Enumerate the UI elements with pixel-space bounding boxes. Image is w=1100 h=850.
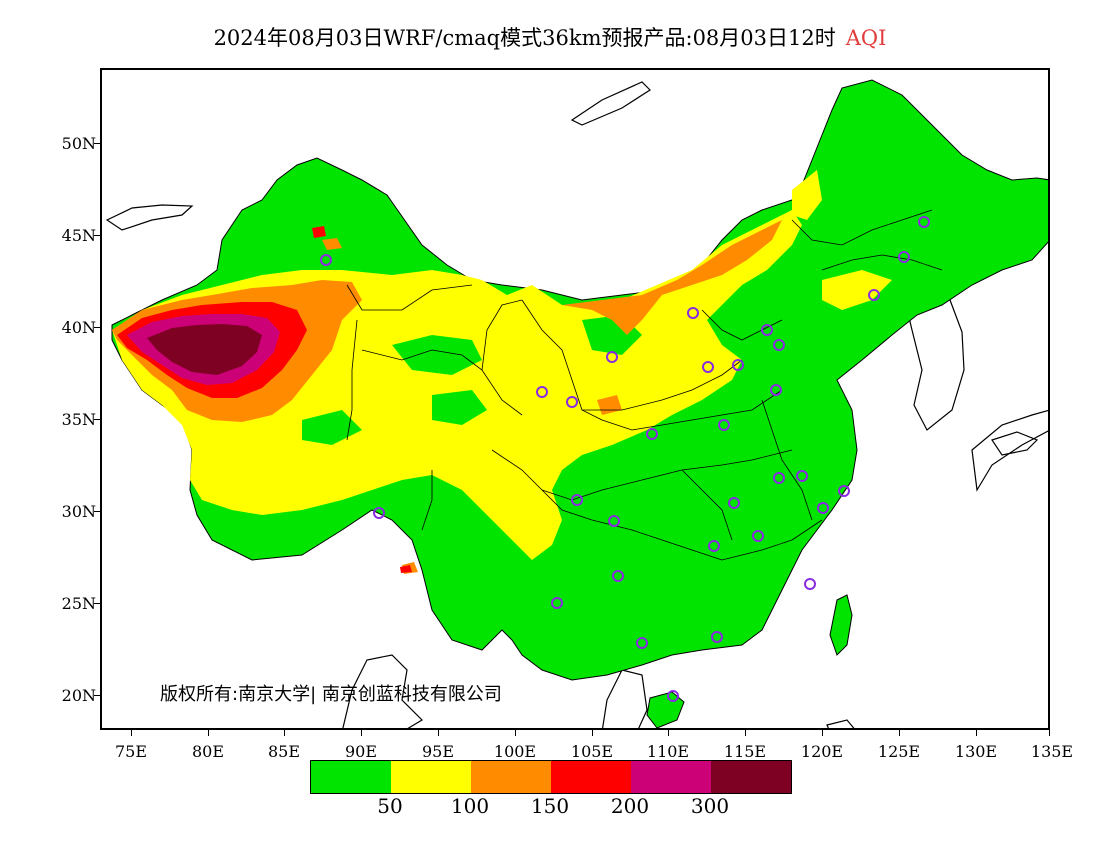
legend-swatch-hazardous xyxy=(711,761,791,793)
variable-label: AQI xyxy=(845,26,887,50)
lat-tick-45n xyxy=(94,235,100,236)
title-text: 2024年08月03日WRF/cmaq模式36km预报产品:08月03日12时 xyxy=(213,26,836,50)
legend-swatch-very-unhealthy xyxy=(631,761,711,793)
lat-tick-20n xyxy=(94,695,100,696)
lon-tick-105e xyxy=(592,730,593,736)
aqi-color-legend xyxy=(310,760,792,794)
lon-label-80e: 80E xyxy=(191,742,225,761)
legend-swatch-good xyxy=(311,761,391,793)
legend-label-100: 100 xyxy=(450,794,490,818)
aqi-fill-layer xyxy=(111,79,1048,728)
lat-label-50n: 50N xyxy=(61,134,96,153)
japan-outline xyxy=(971,409,1048,492)
legend-label-200: 200 xyxy=(610,794,650,818)
hainan-region-outline xyxy=(602,669,648,728)
lat-label-35n: 35N xyxy=(61,410,96,429)
aqi-zone-moderate-east xyxy=(822,270,892,310)
lon-tick-85e xyxy=(284,730,285,736)
aqi-zone-moderate-north xyxy=(792,170,822,220)
lat-tick-30n xyxy=(94,511,100,512)
lat-tick-35n xyxy=(94,419,100,420)
lat-label-30n: 30N xyxy=(61,502,96,521)
lon-label-135e: 135E xyxy=(1030,742,1074,761)
lon-label-85e: 85E xyxy=(267,742,301,761)
lat-label-45n: 45N xyxy=(61,226,96,245)
aqi-zone-unhealthy-small-2 xyxy=(400,565,412,573)
lon-tick-100e xyxy=(515,730,516,736)
province-borders xyxy=(346,209,943,561)
lon-tick-125e xyxy=(899,730,900,736)
lon-label-125e: 125E xyxy=(877,742,921,761)
lon-tick-90e xyxy=(361,730,362,736)
lon-label-95e: 95E xyxy=(421,742,455,761)
indochina-outline xyxy=(342,654,423,728)
legend-swatch-unhealthy xyxy=(551,761,631,793)
lat-tick-40n xyxy=(94,327,100,328)
aqi-zone-usg-north xyxy=(562,220,782,335)
aqi-pocket-good-4 xyxy=(302,410,362,445)
lon-tick-135e xyxy=(1049,730,1050,736)
taiwan xyxy=(829,594,853,656)
lat-tick-25n xyxy=(94,603,100,604)
lon-tick-115e xyxy=(745,730,746,736)
lon-tick-110e xyxy=(668,730,669,736)
legend-swatch-usg xyxy=(471,761,551,793)
legend-label-50: 50 xyxy=(377,794,403,818)
legend-label-300: 300 xyxy=(690,794,730,818)
lon-tick-75e xyxy=(131,730,132,736)
lat-tick-50n xyxy=(94,143,100,144)
aqi-zone-hazardous xyxy=(147,324,262,375)
lon-label-105e: 105E xyxy=(570,742,614,761)
lon-label-100e: 100E xyxy=(493,742,537,761)
aqi-pocket-good-1 xyxy=(392,335,482,375)
lake-baikal-outline xyxy=(570,81,651,126)
lon-tick-80e xyxy=(208,730,209,736)
lon-label-110e: 110E xyxy=(646,742,690,761)
map-title: 2024年08月03日WRF/cmaq模式36km预报产品:08月03日12时 A… xyxy=(0,22,1100,52)
station-markers xyxy=(320,216,930,702)
map-frame xyxy=(100,68,1050,730)
lon-label-90e: 90E xyxy=(344,742,378,761)
lon-tick-130e xyxy=(976,730,977,736)
legend-label-150: 150 xyxy=(530,794,570,818)
lon-tick-120e xyxy=(822,730,823,736)
japan-islands-outline xyxy=(991,431,1039,456)
lon-label-130e: 130E xyxy=(954,742,998,761)
taiwan-strait-outline xyxy=(826,719,855,728)
lat-label-20n: 20N xyxy=(61,686,96,705)
balkhash-outline xyxy=(105,204,194,231)
lon-label-75e: 75E xyxy=(114,742,148,761)
lat-label-25n: 25N xyxy=(61,594,96,613)
lon-label-120e: 120E xyxy=(800,742,844,761)
aqi-map xyxy=(105,79,1048,728)
legend-swatch-moderate xyxy=(391,761,471,793)
lon-label-115e: 115E xyxy=(723,742,767,761)
aqi-zone-unhealthy-small-1 xyxy=(312,226,326,238)
copyright-text: 版权所有:南京大学| 南京创蓝科技有限公司 xyxy=(160,684,502,705)
aqi-pocket-good-2 xyxy=(432,390,487,425)
lat-label-40n: 40N xyxy=(61,318,96,337)
lon-tick-95e xyxy=(438,730,439,736)
aqi-zone-usg-small-2 xyxy=(322,238,342,250)
